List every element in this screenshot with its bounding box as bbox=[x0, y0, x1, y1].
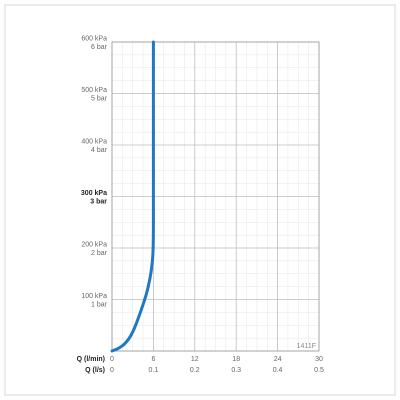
y-tick-label-kpa: 400 kPa bbox=[81, 139, 107, 146]
x-tick-label-lmin: 30 bbox=[315, 356, 323, 363]
x-tick-label-ls: 0 bbox=[110, 367, 114, 374]
y-tick-label-kpa: 300 kPa bbox=[81, 190, 107, 197]
series-line bbox=[110, 40, 155, 353]
x-axis-labels: 0 0 6 0.1 12 0.2 18 0.3 24 0.4 30 0.5 bbox=[110, 356, 324, 374]
x-tick-label-lmin: 24 bbox=[274, 356, 282, 363]
x-tick-label-lmin: 12 bbox=[191, 356, 199, 363]
series-layer bbox=[110, 40, 155, 353]
x-tick-label-ls: 0.3 bbox=[231, 367, 241, 374]
y-tick-label-bar: 4 bar bbox=[91, 147, 108, 154]
y-tick-label-kpa: 600 kPa bbox=[81, 36, 107, 43]
y-tick-label-kpa: 500 kPa bbox=[81, 87, 107, 94]
x-tick-label-ls: 0.2 bbox=[190, 367, 200, 374]
y-tick-label-bar: 2 bar bbox=[91, 250, 108, 257]
plot-border bbox=[111, 41, 320, 352]
y-tick-label-bar: 1 bar bbox=[91, 302, 108, 309]
x-tick-label-lmin: 6 bbox=[151, 356, 155, 363]
page-frame bbox=[4, 4, 396, 396]
y-tick-label-bar: 3 bar bbox=[90, 199, 107, 206]
x-tick-label-ls: 0.5 bbox=[314, 367, 324, 374]
y-tick-label-kpa: 100 kPa bbox=[81, 293, 107, 300]
x-tick-label-ls: 0.1 bbox=[149, 367, 159, 374]
figure-code: 1411F bbox=[297, 343, 316, 350]
y-tick-label-bar: 5 bar bbox=[91, 96, 108, 103]
y-tick-label-kpa: 200 kPa bbox=[81, 242, 107, 249]
x-tick-label-lmin: 0 bbox=[110, 356, 114, 363]
x-tick-label-lmin: 18 bbox=[232, 356, 240, 363]
x-axis-title-lmin: Q (l/min) bbox=[77, 356, 105, 363]
y-tick-label-bar: 6 bar bbox=[91, 44, 108, 51]
x-tick-label-ls: 0.4 bbox=[273, 367, 283, 374]
x-axis-title-ls: Q (l/s) bbox=[85, 367, 105, 374]
